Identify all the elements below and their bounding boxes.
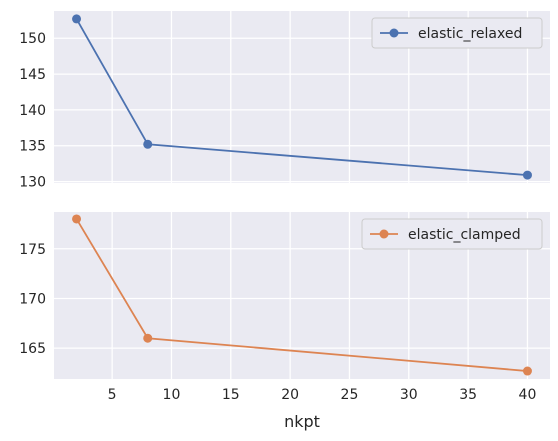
x-tick-label: 40: [519, 387, 537, 403]
legend: elastic_relaxed: [371, 17, 543, 49]
legend-label: elastic_relaxed: [418, 26, 522, 42]
legend-marker-swatch: [389, 28, 399, 38]
y-tick-label: 145: [19, 67, 46, 83]
legend-label: elastic_clamped: [408, 227, 521, 243]
x-tick-label: 30: [400, 387, 418, 403]
data-point: [143, 333, 153, 343]
y-tick-label: 175: [19, 242, 46, 258]
legend-marker-swatch: [379, 229, 389, 239]
legend-box: [371, 17, 543, 49]
data-point: [72, 214, 82, 224]
data-point: [143, 139, 153, 149]
y-tick-label: 135: [19, 139, 46, 155]
x-tick-label: 5: [108, 387, 117, 403]
top-panel: 130 135 140 145 150 elastic_relaxed: [19, 11, 550, 191]
x-tick-label: 35: [459, 387, 477, 403]
data-point: [72, 14, 82, 24]
bottom-panel: 165 170 175 5 10 15 20 25 30 35 40 nkpt elastic_clam…: [19, 212, 550, 431]
legend-box: [361, 218, 543, 250]
y-tick-label: 165: [19, 341, 46, 357]
x-tick-label: 20: [281, 387, 299, 403]
y-tick-label: 130: [19, 175, 46, 191]
y-tick-label: 170: [19, 291, 46, 307]
x-tick-label: 15: [222, 387, 240, 403]
x-tick-label: 10: [163, 387, 181, 403]
x-tick-label: 25: [341, 387, 359, 403]
y-tick-label: 140: [19, 103, 46, 119]
data-point: [522, 170, 532, 180]
data-point: [522, 366, 532, 376]
y-tick-label: 150: [19, 31, 46, 47]
legend: elastic_clamped: [361, 218, 543, 250]
x-axis-label: nkpt: [284, 412, 320, 431]
